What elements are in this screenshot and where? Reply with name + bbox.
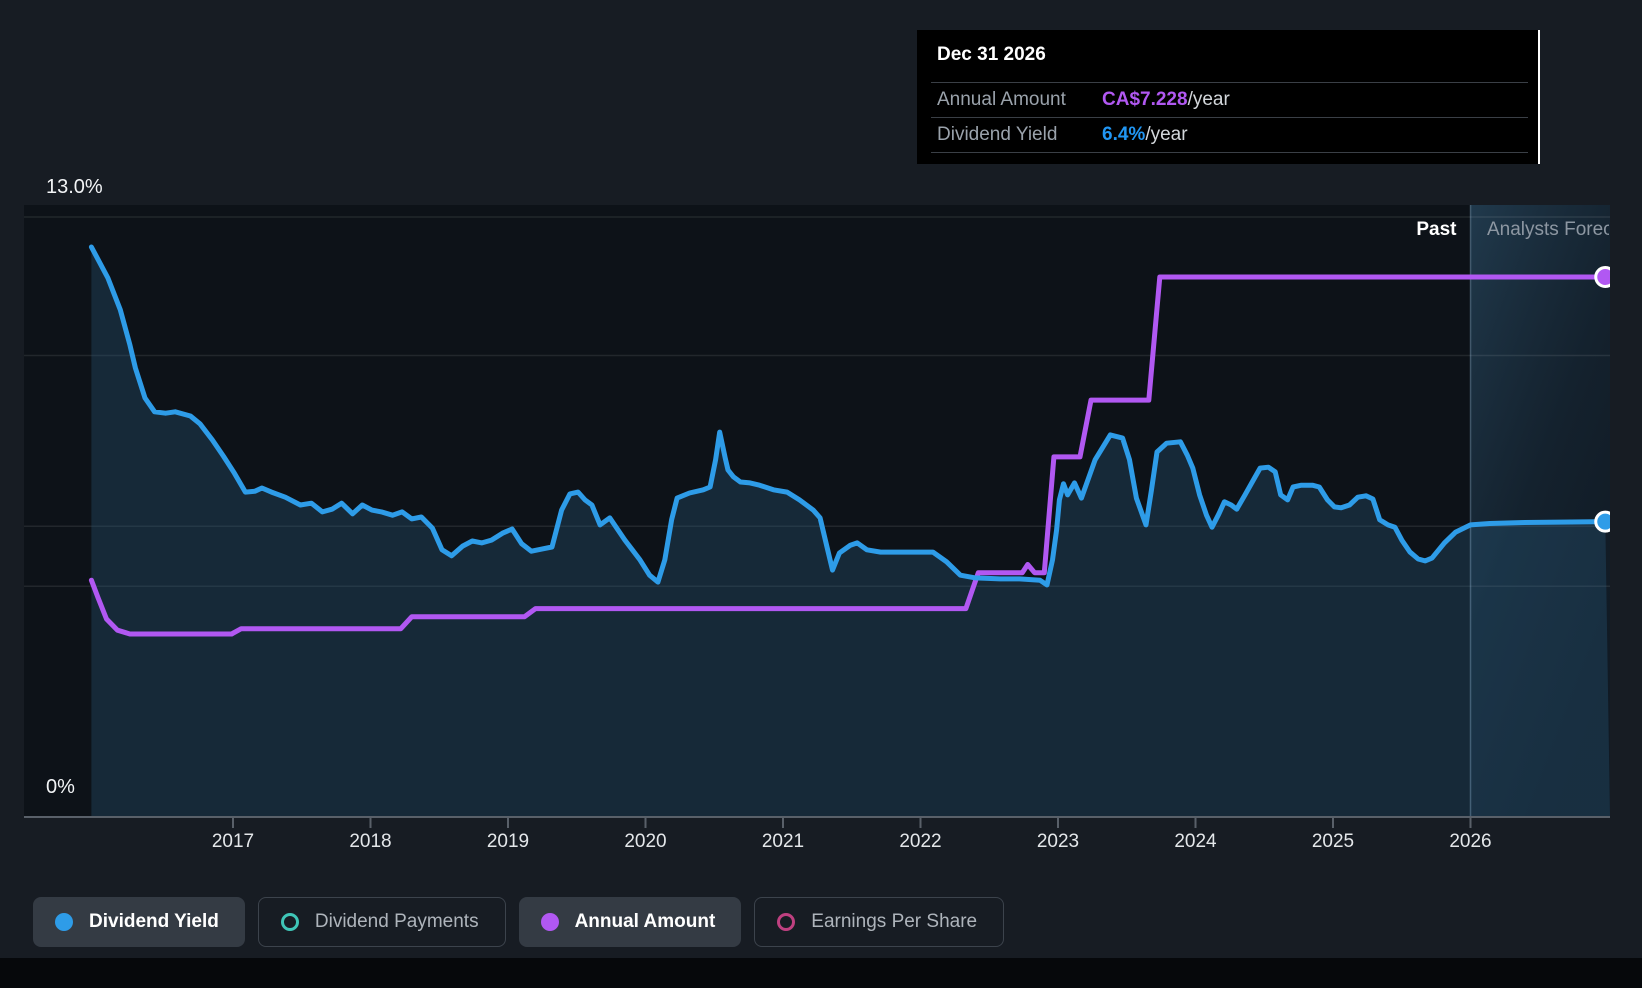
earnings-per-share-ring-icon xyxy=(777,913,796,931)
legend-label: Earnings Per Share xyxy=(811,911,978,932)
legend-item-dividend-yield[interactable]: Dividend Yield xyxy=(33,897,245,947)
x-axis-year-label: 2017 xyxy=(211,831,255,852)
legend-item-dividend-payments[interactable]: Dividend Payments xyxy=(257,897,506,947)
x-axis-year-label: 2020 xyxy=(624,831,667,852)
tooltip-row-annual-amount: Annual Amount CA$7.228/year xyxy=(937,82,1528,117)
chart-tooltip: Dec 31 2026 Annual Amount CA$7.228/year … xyxy=(917,30,1540,164)
x-axis-year-label: 2025 xyxy=(1311,831,1355,852)
x-axis-year-label: 2022 xyxy=(899,831,942,852)
tooltip-dividend-yield-label: Dividend Yield xyxy=(937,124,1058,145)
dividend-payments-ring-icon xyxy=(280,913,299,931)
legend-item-annual-amount[interactable]: Annual Amount xyxy=(518,897,742,947)
x-axis-year-label: 2018 xyxy=(349,831,392,852)
x-axis-year-label: 2021 xyxy=(761,831,805,852)
past-period-label: Past xyxy=(1416,219,1457,240)
annual-amount-endpoint-marker xyxy=(1594,266,1610,288)
tooltip-divider xyxy=(931,82,1528,83)
dividend-yield-endpoint-marker xyxy=(1594,510,1610,533)
dividend-yield-line[interactable] xyxy=(88,244,1608,588)
legend-label: Dividend Payments xyxy=(314,911,479,932)
annual-amount-line[interactable] xyxy=(88,274,1608,637)
x-axis-year-label: 2023 xyxy=(1036,831,1080,852)
tooltip-dividend-yield-value: 6.4%/year xyxy=(1102,124,1188,145)
tooltip-annual-amount-value: CA$7.228/year xyxy=(1102,89,1230,110)
tooltip-divider xyxy=(931,152,1528,153)
footer-bar xyxy=(0,958,1642,988)
chart-legend: Dividend Yield Dividend Payments Annual … xyxy=(33,897,1005,947)
annual-amount-dot-icon xyxy=(540,913,559,931)
legend-label: Dividend Yield xyxy=(89,911,219,932)
y-axis-min-label: 0% xyxy=(46,776,75,798)
tooltip-row-dividend-yield: Dividend Yield 6.4%/year xyxy=(937,117,1528,152)
forecast-region xyxy=(1470,205,1610,817)
tooltip-annual-amount-label: Annual Amount xyxy=(937,89,1066,110)
x-axis-year-label: 2024 xyxy=(1174,831,1217,852)
legend-item-earnings-per-share[interactable]: Earnings Per Share xyxy=(754,897,1005,947)
y-axis-max-label: 13.0% xyxy=(46,176,103,198)
x-axis-year-label: 2026 xyxy=(1449,831,1492,852)
tooltip-divider xyxy=(931,117,1528,118)
x-axis-year-label: 2019 xyxy=(486,831,530,852)
legend-label: Annual Amount xyxy=(574,911,716,932)
dividend-yield-dot-icon xyxy=(55,913,73,931)
dividend-yield-area xyxy=(91,247,1610,817)
analysts-forecast-label: Analysts Forecasts xyxy=(1487,219,1609,240)
tooltip-date: Dec 31 2026 xyxy=(937,44,1046,65)
